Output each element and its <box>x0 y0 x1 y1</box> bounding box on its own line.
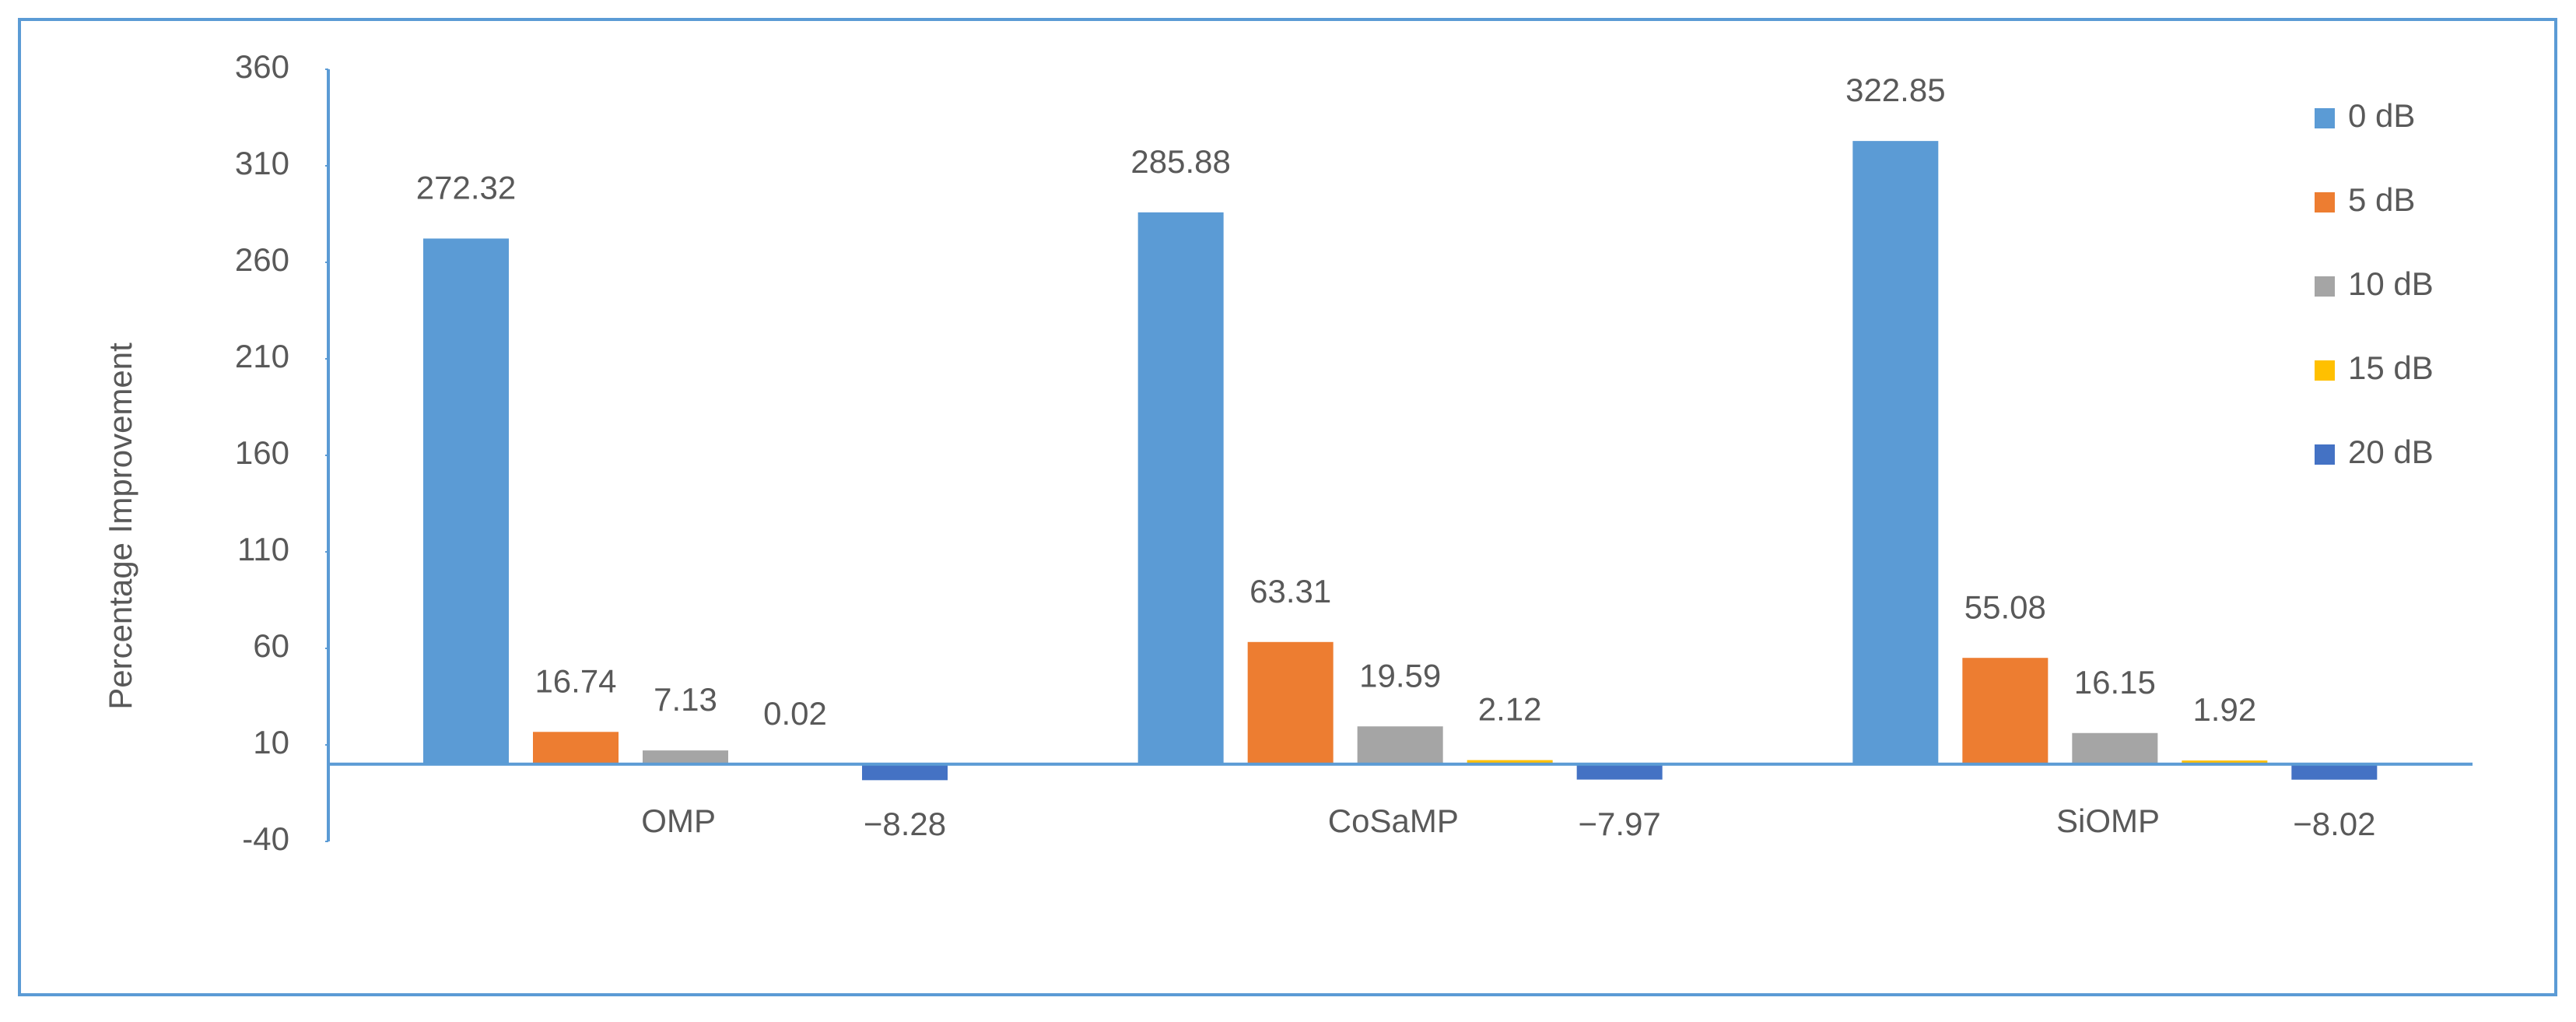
legend-swatch <box>2315 276 2335 297</box>
y-tick-label: 260 <box>235 241 289 278</box>
chart-frame <box>19 19 2556 995</box>
data-label: 7.13 <box>654 681 717 718</box>
legend-label: 5 dB <box>2348 181 2415 218</box>
legend-label: 10 dB <box>2348 265 2434 302</box>
y-tick-label: 60 <box>253 627 289 664</box>
bar <box>862 764 948 781</box>
bar <box>1962 658 2048 764</box>
data-label: −8.02 <box>2293 806 2375 842</box>
x-tick-label: CoSaMP <box>1328 802 1459 839</box>
data-label: 19.59 <box>1359 657 1441 694</box>
legend-label: 15 dB <box>2348 349 2434 386</box>
data-label: 16.15 <box>2074 664 2156 701</box>
data-label: 0.02 <box>763 695 827 732</box>
bar <box>643 750 728 764</box>
legend-swatch <box>2315 444 2335 465</box>
legend-swatch <box>2315 192 2335 212</box>
y-tick-label: 110 <box>237 531 289 567</box>
y-tick-label: 160 <box>235 434 289 471</box>
legend-swatch <box>2315 108 2335 128</box>
bar <box>1248 642 1334 764</box>
bar <box>2072 733 2157 764</box>
data-label: 63.31 <box>1249 573 1331 609</box>
bar <box>1577 764 1663 780</box>
x-tick-label: OMP <box>641 802 716 839</box>
data-label: 2.12 <box>1478 691 1542 728</box>
legend-label: 0 dB <box>2348 97 2415 134</box>
data-label: 1.92 <box>2192 691 2256 728</box>
y-tick-label: 310 <box>235 145 289 181</box>
data-label: 285.88 <box>1130 143 1230 180</box>
y-tick-label: 360 <box>235 48 289 85</box>
bar <box>2291 764 2377 780</box>
bar <box>1138 212 1224 764</box>
data-label: 16.74 <box>534 662 616 699</box>
data-label: 55.08 <box>1964 588 2046 625</box>
data-label: −8.28 <box>864 806 946 842</box>
bar <box>1358 726 1443 764</box>
y-tick-label: 210 <box>235 338 289 374</box>
bar <box>533 732 619 764</box>
x-tick-label: SiOMP <box>2056 802 2160 839</box>
legend-swatch <box>2315 360 2335 381</box>
data-label: 272.32 <box>416 170 516 206</box>
y-axis-label: Percentage Improvement <box>102 342 138 710</box>
y-tick-label: -40 <box>242 820 289 857</box>
y-tick-label: 10 <box>253 724 289 760</box>
data-label: −7.97 <box>1579 806 1661 842</box>
data-label: 322.85 <box>1845 72 1945 108</box>
bar <box>423 238 509 764</box>
legend-label: 20 dB <box>2348 434 2434 470</box>
bar <box>1852 141 1938 764</box>
